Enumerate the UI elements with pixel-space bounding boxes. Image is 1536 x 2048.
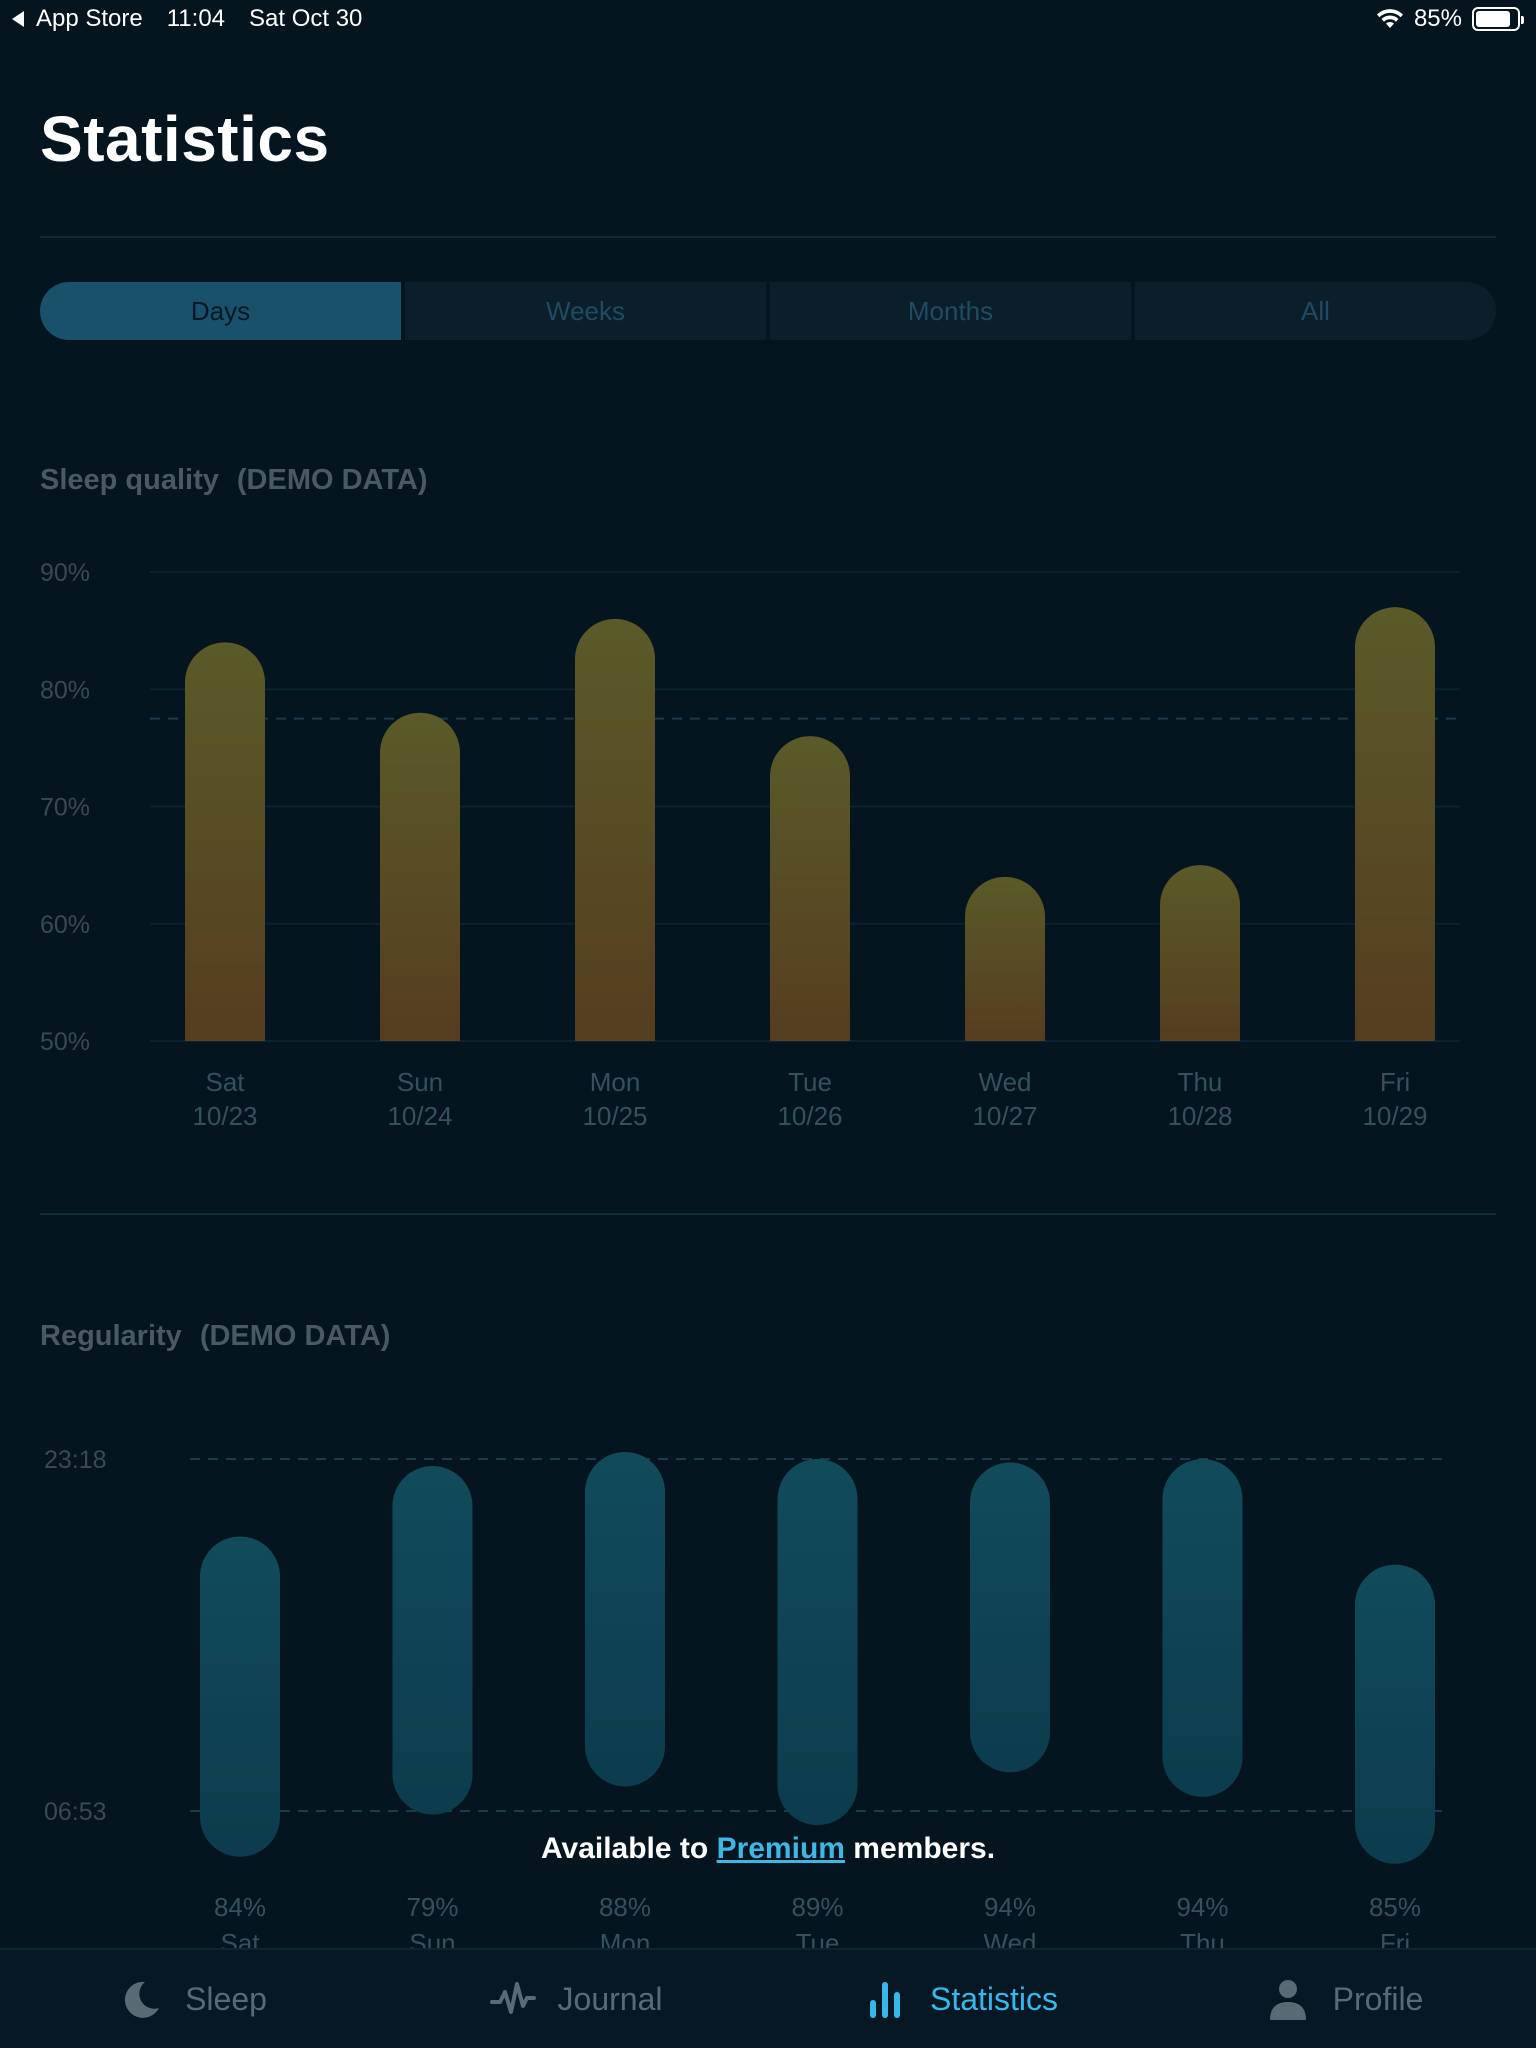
page-title: Statistics <box>40 103 330 175</box>
x-tick-day: Fri <box>1380 1928 1410 1948</box>
x-tick-date: 10/25 <box>582 1101 647 1131</box>
regularity-title: Regularity (DEMO DATA) <box>40 1320 390 1353</box>
status-date: Sat Oct 30 <box>249 5 363 32</box>
premium-note-prefix: Available to <box>540 1832 717 1865</box>
sleep-quality-demo-label: (DEMO DATA) <box>236 464 428 496</box>
x-tick-day: Mon <box>600 1928 651 1948</box>
x-tick-date: 10/24 <box>387 1101 452 1131</box>
tab-months[interactable]: Months <box>770 282 1131 340</box>
period-tabs: Days Weeks Months All <box>40 282 1496 340</box>
y-tick-label: 70% <box>40 794 90 822</box>
regularity-percent-label: 94% <box>984 1892 1036 1922</box>
x-tick-day: Thu <box>1178 1067 1223 1097</box>
bottom-tab-bar: Sleep Journal Statistics Profile <box>0 1948 1536 2048</box>
nav-sleep-label: Sleep <box>185 1980 267 2017</box>
sleep-quality-title: Sleep quality (DEMO DATA) <box>40 464 428 497</box>
x-tick-day: Sun <box>409 1928 455 1948</box>
nav-sleep[interactable]: Sleep <box>0 1950 384 2048</box>
header-divider <box>40 236 1496 238</box>
regularity-bar <box>970 1462 1050 1773</box>
nav-profile-label: Profile <box>1332 1980 1424 2017</box>
bar-chart-icon <box>869 1982 900 2018</box>
quality-bar <box>380 712 460 1041</box>
regularity-percent-label: 79% <box>406 1892 458 1922</box>
range-label: 06:53 <box>44 1798 107 1826</box>
x-tick-date: 10/27 <box>972 1101 1037 1131</box>
regularity-bar <box>585 1451 665 1787</box>
section-divider <box>40 1213 1496 1215</box>
premium-note-suffix: members. <box>844 1832 996 1865</box>
quality-bar <box>1355 607 1435 1041</box>
back-label: App Store <box>36 5 143 32</box>
tab-all[interactable]: All <box>1135 282 1496 340</box>
regularity-bar <box>1162 1459 1243 1797</box>
y-tick-label: 50% <box>40 1028 90 1056</box>
range-label: 23:18 <box>44 1446 107 1474</box>
wifi-icon <box>1376 9 1403 28</box>
quality-bar <box>575 618 655 1041</box>
quality-bar <box>1160 865 1240 1041</box>
x-tick-date: 10/29 <box>1362 1101 1427 1131</box>
nav-journal-label: Journal <box>557 1980 663 2017</box>
regularity-percent-label: 85% <box>1369 1892 1421 1922</box>
regularity-bar <box>1355 1564 1435 1864</box>
status-bar: App Store 11:04 Sat Oct 30 85% <box>0 0 1536 40</box>
x-tick-date: 10/26 <box>777 1101 842 1131</box>
person-icon <box>1269 1980 1306 2020</box>
premium-link[interactable]: Premium <box>716 1832 845 1865</box>
x-tick-day: Fri <box>1380 1067 1410 1097</box>
y-tick-label: 90% <box>40 559 90 587</box>
premium-note: Available to Premium members. <box>0 1832 1536 1866</box>
quality-bar <box>185 642 265 1041</box>
x-tick-day: Thu <box>1180 1928 1225 1948</box>
battery-icon <box>1472 7 1524 31</box>
nav-journal[interactable]: Journal <box>384 1950 768 2048</box>
status-time: 11:04 <box>166 5 226 32</box>
regularity-percent-label: 94% <box>1176 1892 1228 1922</box>
x-tick-date: 10/23 <box>192 1101 257 1131</box>
sleep-quality-chart: 90% 80% 70% 60% 50% Sat 10/23 Sun 10/24 Mon 10/25 T… <box>40 559 1460 1131</box>
sleep-quality-label: Sleep quality <box>40 464 219 496</box>
x-tick-day: Sun <box>397 1067 443 1097</box>
x-tick-day: Wed <box>979 1067 1032 1097</box>
regularity-label: Regularity <box>40 1320 182 1352</box>
x-tick-date: 10/28 <box>1167 1101 1232 1131</box>
regularity-bar <box>200 1536 280 1857</box>
x-tick-day: Sat <box>205 1067 245 1097</box>
x-tick-day: Wed <box>984 1928 1037 1948</box>
regularity-percent-label: 84% <box>214 1892 266 1922</box>
waveform-icon <box>489 1982 536 2014</box>
battery-fill <box>1476 11 1510 27</box>
x-tick-day: Sat <box>220 1928 260 1948</box>
y-tick-label: 60% <box>40 911 90 939</box>
regularity-demo-label: (DEMO DATA) <box>199 1320 391 1352</box>
tab-weeks[interactable]: Weeks <box>405 282 766 340</box>
moon-icon <box>125 1981 160 2018</box>
regularity-chart: 23:18 06:53 84% Sat 79% Sun 88% Mon 89% Tue 94% Wed… <box>44 1446 1445 1948</box>
y-tick-label: 80% <box>40 676 90 704</box>
quality-bar <box>770 736 850 1041</box>
regularity-bar <box>392 1466 473 1815</box>
nav-statistics-label: Statistics <box>929 1980 1059 2017</box>
regularity-percent-label: 88% <box>599 1892 651 1922</box>
x-tick-day: Tue <box>788 1067 832 1097</box>
x-tick-day: Tue <box>796 1928 840 1948</box>
battery-percent: 85% <box>1413 5 1462 32</box>
status-right: 85% <box>1376 5 1524 33</box>
nav-statistics[interactable]: Statistics <box>768 1950 1152 2048</box>
regularity-bar <box>777 1459 858 1826</box>
nav-profile[interactable]: Profile <box>1152 1950 1536 2048</box>
back-arrow-icon <box>12 11 24 27</box>
tab-days[interactable]: Days <box>40 282 401 340</box>
regularity-percent-label: 89% <box>791 1892 843 1922</box>
x-tick-day: Mon <box>590 1067 641 1097</box>
quality-bar <box>965 876 1045 1041</box>
back-to-app-store[interactable]: App Store 11:04 Sat Oct 30 <box>12 5 362 33</box>
